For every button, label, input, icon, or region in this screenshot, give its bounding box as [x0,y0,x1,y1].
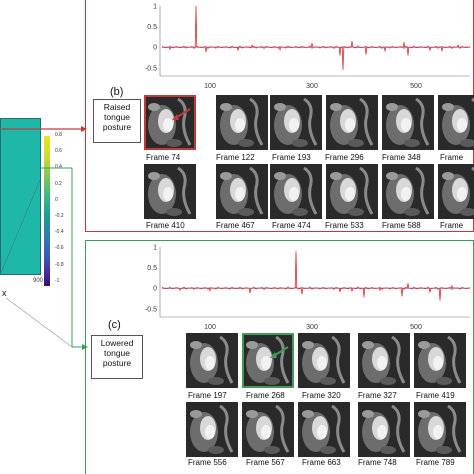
posture-line: tongue [104,348,130,358]
posture-line: posture [102,358,132,368]
mri-frame-image [186,333,238,388]
frame-label: Frame 419 [416,391,455,400]
panel-c-label: (c) [108,319,121,331]
plot-y-tick-label: -0.5 [145,65,157,72]
mri-frame-image [216,164,268,219]
frame-label: Frame 348 [382,153,421,162]
colorbar-tick-label: 0.8 [55,132,62,138]
frame-label: Frame 556 [188,458,227,467]
panel-c-signal-plot: 1 0.5 0 -0.5 100 300 500 [145,245,471,331]
colorbar-tick-label: -0.8 [55,261,64,268]
mri-frame-image [382,95,434,150]
frame-label: Frame 296 [325,153,364,162]
mri-frame-image [144,95,196,150]
plot-y-tick-label: 1 [153,4,157,11]
mri-frame-image [438,164,474,219]
plot-x-tick-label: 100 [204,324,216,331]
mri-frame-image [216,95,268,150]
posture-line: posture [102,122,132,132]
colorbar-tick-label: 0.2 [55,180,62,187]
posture-line: Lowered [100,338,134,348]
plot-x-tick-label: 500 [410,83,422,90]
mri-frame-image [270,164,322,219]
plot-y-tick-label: 0 [153,286,157,293]
mri-frame-image [358,333,410,388]
colorbar-tick-label: -0.6 [55,245,64,252]
plot-y-tick-label: 0.5 [147,265,157,272]
frame-label: Frame [440,153,464,162]
posture-line: Raised [103,102,131,112]
frame-label: Frame 663 [302,458,341,467]
mri-frame-image [326,95,378,150]
frame-label: Frame 410 [146,221,185,230]
plot-y-tick-label: -0.5 [145,306,157,313]
colorbar-tick-label: -0.4 [55,229,64,236]
frame-label: Frame 327 [358,391,397,400]
panel-b-posture-box: Raised tongue posture [93,99,141,143]
mri-frame-image [414,333,466,388]
plot-x-tick-label: 300 [306,83,318,90]
heatmap [0,118,41,275]
signal-trace-red [162,251,470,301]
colorbar-tick-label: 0.6 [55,148,62,155]
plot-y-tick-label: 0.5 [147,24,157,31]
posture-line: tongue [104,112,130,122]
frame-label: Frame 567 [246,458,285,467]
frame-label: Frame 193 [272,153,311,162]
frame-label: Frame 474 [272,221,311,230]
mri-frame-image [144,164,196,219]
colorbar-tick-label: -1 [55,277,60,284]
panel-c-posture-box: Lowered tongue posture [91,335,143,379]
colorbar-tick-label: -0.2 [55,213,64,219]
signal-trace-red [162,5,470,70]
heatmap-x-tick: 900 [33,278,44,284]
heatmap-x-label: x [2,288,7,298]
frame-label: Frame 789 [416,458,455,467]
colorbar-tick-label: 0.4 [55,164,62,171]
mri-frame-image [382,164,434,219]
panel-b-signal-plot: 1 0.5 0 -0.5 100 300 500 [145,4,471,90]
frame-label: Frame [440,221,464,230]
frame-label: Frame 467 [216,221,255,230]
panel-b-label: (b) [110,86,124,98]
frame-label: Frame 122 [216,153,255,162]
frame-label: Frame 197 [188,391,227,400]
frame-label: Frame 588 [382,221,421,230]
mri-frame-image [242,402,294,457]
mri-frame-image [438,95,474,150]
frame-label: Frame 268 [246,391,285,400]
plot-x-tick-label: 300 [306,324,318,331]
mri-frame-image [242,333,294,388]
mri-frame-image [326,164,378,219]
mri-frame-image [298,402,350,457]
plot-y-tick-label: 1 [153,245,157,252]
mri-frame-image [414,402,466,457]
mri-frame-image [270,95,322,150]
frame-label: Frame 748 [358,458,397,467]
frame-label: Frame 74 [146,153,181,162]
plot-x-tick-label: 500 [410,324,422,331]
plot-y-tick-label: 0 [153,45,157,52]
colorbar-tick-label: 0 [55,196,58,203]
mri-frame-image [186,402,238,457]
frame-label: Frame 533 [325,221,364,230]
colorbar [44,136,50,286]
heatmap-diagonal [0,180,40,275]
frame-label: Frame 320 [302,391,341,400]
mri-frame-image [358,402,410,457]
plot-x-tick-label: 100 [204,83,216,90]
mri-frame-image [298,333,350,388]
